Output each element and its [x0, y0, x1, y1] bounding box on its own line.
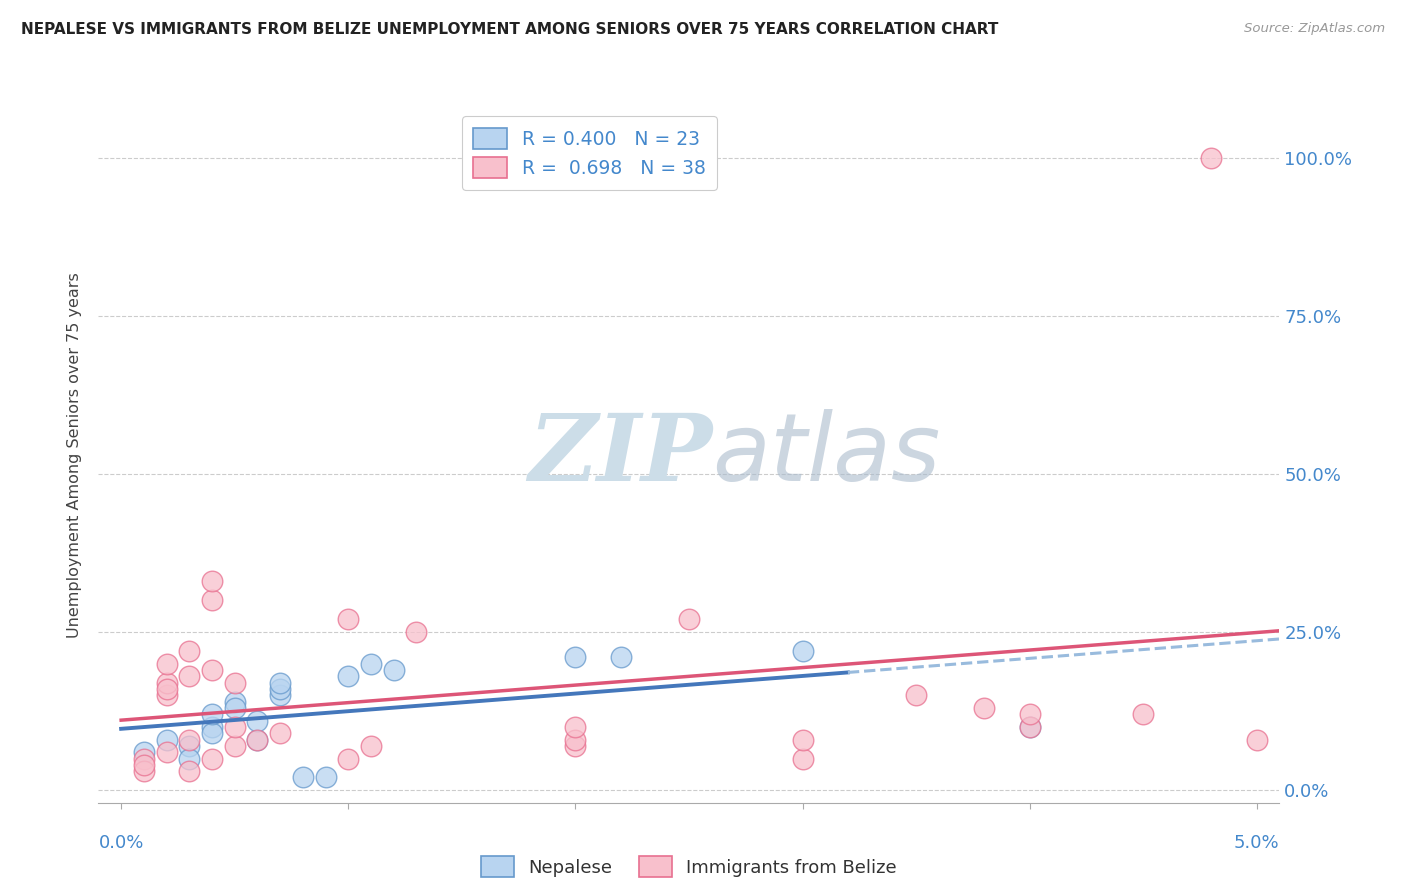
Text: 0.0%: 0.0%: [98, 834, 143, 852]
Point: [246, 714, 269, 728]
Point: [269, 688, 291, 702]
Point: [564, 720, 586, 734]
Point: [201, 726, 224, 740]
Point: [155, 745, 177, 759]
Point: [201, 707, 224, 722]
Text: 5.0%: 5.0%: [1234, 834, 1279, 852]
Point: [564, 732, 586, 747]
Point: [792, 732, 814, 747]
Point: [337, 751, 360, 765]
Point: [246, 732, 269, 747]
Point: [1246, 732, 1268, 747]
Point: [269, 675, 291, 690]
Point: [179, 739, 201, 753]
Point: [1018, 707, 1040, 722]
Text: Source: ZipAtlas.com: Source: ZipAtlas.com: [1244, 22, 1385, 36]
Text: ZIP: ZIP: [529, 410, 713, 500]
Point: [201, 574, 224, 589]
Point: [405, 625, 427, 640]
Point: [291, 771, 314, 785]
Point: [224, 701, 246, 715]
Point: [224, 720, 246, 734]
Point: [224, 739, 246, 753]
Point: [973, 701, 995, 715]
Point: [1132, 707, 1154, 722]
Point: [905, 688, 928, 702]
Point: [201, 663, 224, 677]
Point: [179, 751, 201, 765]
Point: [224, 675, 246, 690]
Point: [155, 688, 177, 702]
Point: [132, 764, 155, 779]
Point: [155, 657, 177, 671]
Point: [360, 657, 382, 671]
Point: [360, 739, 382, 753]
Point: [201, 593, 224, 607]
Point: [315, 771, 337, 785]
Point: [201, 751, 224, 765]
Point: [132, 745, 155, 759]
Text: NEPALESE VS IMMIGRANTS FROM BELIZE UNEMPLOYMENT AMONG SENIORS OVER 75 YEARS CORR: NEPALESE VS IMMIGRANTS FROM BELIZE UNEMP…: [21, 22, 998, 37]
Point: [1018, 720, 1040, 734]
Point: [382, 663, 405, 677]
Point: [269, 726, 291, 740]
Point: [155, 681, 177, 696]
Point: [155, 732, 177, 747]
Point: [224, 695, 246, 709]
Point: [678, 612, 700, 626]
Legend: R = 0.400   N = 23, R =  0.698   N = 38: R = 0.400 N = 23, R = 0.698 N = 38: [463, 117, 717, 190]
Point: [792, 644, 814, 658]
Point: [132, 757, 155, 772]
Point: [564, 650, 586, 665]
Point: [269, 681, 291, 696]
Point: [1201, 151, 1223, 165]
Point: [132, 751, 155, 765]
Point: [337, 669, 360, 683]
Point: [792, 751, 814, 765]
Point: [179, 644, 201, 658]
Point: [610, 650, 633, 665]
Point: [179, 764, 201, 779]
Point: [179, 669, 201, 683]
Point: [1018, 720, 1040, 734]
Point: [179, 732, 201, 747]
Point: [337, 612, 360, 626]
Point: [155, 675, 177, 690]
Y-axis label: Unemployment Among Seniors over 75 years: Unemployment Among Seniors over 75 years: [67, 272, 83, 638]
Point: [564, 739, 586, 753]
Point: [246, 732, 269, 747]
Point: [201, 720, 224, 734]
Text: atlas: atlas: [713, 409, 941, 500]
